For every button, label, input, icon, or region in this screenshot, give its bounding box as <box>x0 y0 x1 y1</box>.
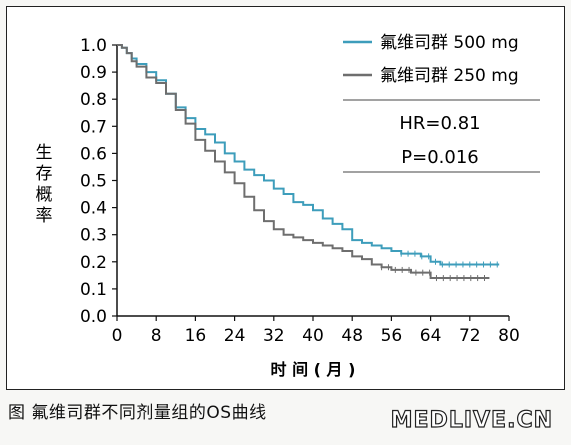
hazard-ratio-text: HR=0.81 <box>399 113 480 134</box>
y-tick-label: 0.6 <box>80 144 107 164</box>
survival-curve-250mg <box>117 44 490 280</box>
chart-legend: 氟维司群 500 mg 氟维司群 250 mg <box>343 33 519 86</box>
y-tick-label: 0.3 <box>80 226 107 246</box>
y-tick-label: 0.5 <box>80 172 107 192</box>
chart-axes: 0.0 0.1 0.2 0.3 0.4 0.5 0.6 0.7 0.8 0.9 1.0 0 8 16 24 3… <box>80 36 520 346</box>
y-tick-label: 0.4 <box>80 199 107 219</box>
y-axis-label: 生存概率 <box>36 143 53 226</box>
legend-label: 氟维司群 250 mg <box>380 66 519 86</box>
y-tick-label: 0.2 <box>80 253 107 273</box>
x-tick-label: 40 <box>302 326 324 346</box>
x-tick-label: 24 <box>224 326 246 346</box>
x-tick-label: 72 <box>459 326 481 346</box>
y-tick-label: 0.9 <box>80 63 107 83</box>
figure-caption: 图 氟维司群不同剂量组的OS曲线 <box>8 403 267 423</box>
x-axis-label: 时 间 ( 月 ) <box>271 360 356 379</box>
y-tick-label: 0.0 <box>80 307 107 327</box>
legend-label: 氟维司群 500 mg <box>380 33 519 53</box>
y-tick-label: 0.8 <box>80 90 107 110</box>
x-tick-label: 8 <box>151 326 162 346</box>
x-tick-label: 48 <box>341 326 363 346</box>
x-tick-label: 56 <box>381 326 403 346</box>
y-tick-label: 0.1 <box>80 280 107 300</box>
watermark-logo: MEDLIVE.CN <box>390 407 553 433</box>
y-tick-label: 0.7 <box>80 117 107 137</box>
x-tick-label: 32 <box>263 326 285 346</box>
survival-curves <box>117 44 500 282</box>
figure-frame <box>6 6 565 390</box>
x-tick-label: 64 <box>420 326 442 346</box>
stats-box: HR=0.81 P=0.016 <box>343 99 540 173</box>
x-tick-label: 0 <box>112 326 123 346</box>
y-tick-label: 1.0 <box>80 36 107 56</box>
x-tick-label: 80 <box>498 326 520 346</box>
x-tick-label: 16 <box>185 326 207 346</box>
p-value-text: P=0.016 <box>401 147 478 168</box>
